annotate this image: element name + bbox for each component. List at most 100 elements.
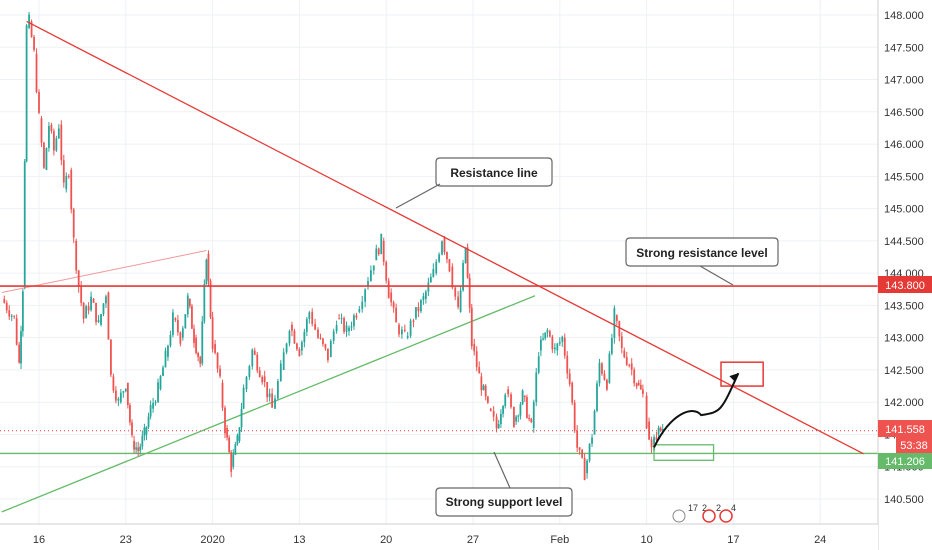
candle-body	[610, 338, 613, 354]
candle-body	[179, 332, 182, 344]
candle-body	[72, 209, 75, 238]
candle-body	[345, 325, 348, 332]
candle-body	[169, 335, 172, 346]
candle-body	[152, 402, 154, 409]
target-zone-box[interactable]	[720, 361, 764, 387]
candle-body	[350, 326, 353, 328]
candle-body	[519, 404, 522, 416]
candle-body	[551, 336, 554, 350]
support-zone-box[interactable]	[653, 444, 715, 461]
support-level-callout[interactable]: Strong support level	[435, 451, 573, 517]
candle-body	[515, 416, 517, 422]
candle-body	[52, 131, 55, 151]
y-tick-label: 146.000	[884, 139, 924, 151]
candle-body	[420, 300, 422, 312]
candle-body	[277, 380, 279, 399]
candle-body	[459, 290, 462, 312]
candle-body	[603, 373, 606, 380]
candle-body	[451, 266, 454, 288]
resistance-line-callout[interactable]: Resistance line	[395, 157, 553, 209]
candle-body	[370, 270, 372, 282]
candle-body	[126, 382, 129, 405]
x-tick-label: 23	[120, 534, 132, 546]
candle-body	[236, 435, 239, 445]
candle-body	[253, 350, 256, 355]
candle-body	[219, 368, 221, 377]
candle-body	[340, 318, 343, 320]
candle-body	[274, 398, 276, 409]
candle-body	[615, 315, 618, 322]
candle-body	[635, 383, 638, 387]
candle-body	[92, 298, 95, 303]
candle-body	[77, 270, 80, 287]
support-trendline[interactable]	[1, 295, 536, 513]
y-tick-label: 142.000	[884, 397, 924, 409]
candle-body	[415, 307, 417, 319]
candle-body	[279, 363, 282, 381]
candle-body	[137, 447, 140, 452]
candle-body	[282, 352, 285, 370]
candle-body	[500, 413, 502, 425]
candle-body	[139, 446, 142, 451]
candle-body	[224, 407, 226, 434]
y-tick-label: 144.500	[884, 236, 924, 248]
candle-body	[517, 415, 520, 417]
candle-body	[263, 376, 266, 383]
candle-body	[620, 336, 623, 349]
candle-body	[568, 373, 571, 385]
candle-body	[23, 161, 26, 287]
time-axis[interactable]	[0, 524, 878, 550]
y-tick-label: 147.000	[884, 75, 924, 87]
x-tick-label: 13	[293, 534, 305, 546]
candle-body	[195, 337, 197, 353]
candle-body	[598, 362, 601, 384]
projection-path[interactable]	[653, 372, 740, 448]
x-tick-label: 27	[467, 534, 479, 546]
candle-body	[553, 347, 556, 350]
candle-body	[427, 282, 430, 292]
calendar-event-icon[interactable]	[672, 509, 686, 523]
candle-body	[256, 354, 259, 371]
candle-body	[97, 320, 100, 323]
candle-body	[523, 395, 526, 398]
event-markers[interactable]: 17 2 2 4	[672, 503, 736, 523]
x-axis-ticks: 16 23 2020 13 20 27 Feb 10 17 24	[33, 534, 826, 546]
resistance-trendline[interactable]	[26, 20, 864, 455]
candle-body	[324, 344, 327, 349]
candle-body	[154, 402, 157, 404]
candle-body	[145, 426, 148, 435]
dividend-event-icon[interactable]	[719, 509, 733, 523]
candle-body	[556, 343, 559, 351]
candle-body	[216, 352, 219, 369]
candle-body	[186, 295, 189, 315]
candle-body	[593, 410, 596, 435]
candle-body	[8, 310, 11, 317]
candle-body	[308, 312, 311, 320]
candle-body	[228, 437, 231, 453]
candle-body	[343, 318, 345, 332]
candle-body	[147, 416, 150, 427]
candle-body	[475, 351, 478, 368]
candle-body	[581, 449, 584, 458]
candle-body	[637, 382, 640, 385]
flag-event-icon[interactable]	[702, 509, 716, 523]
candle-body	[271, 393, 274, 408]
current-price-label: 141.558	[885, 424, 925, 436]
candle-body	[470, 307, 473, 347]
candle-body	[375, 248, 378, 261]
resistance-level-callout[interactable]: Strong resistance level	[625, 237, 779, 286]
y-tick-label: 145.000	[884, 204, 924, 216]
candle-body	[596, 383, 598, 411]
candle-body	[67, 176, 70, 178]
candle-body	[504, 394, 507, 407]
candle-body	[429, 276, 432, 283]
current-price-tag: 141.558 53:38	[878, 420, 932, 453]
candle-body	[322, 338, 324, 345]
candle-body	[492, 410, 495, 417]
candle-body	[653, 437, 655, 451]
candle-body	[141, 435, 144, 447]
candle-body	[119, 392, 122, 403]
event-marker-count-4: 4	[731, 503, 736, 513]
y-tick-label: 142.500	[884, 365, 924, 377]
